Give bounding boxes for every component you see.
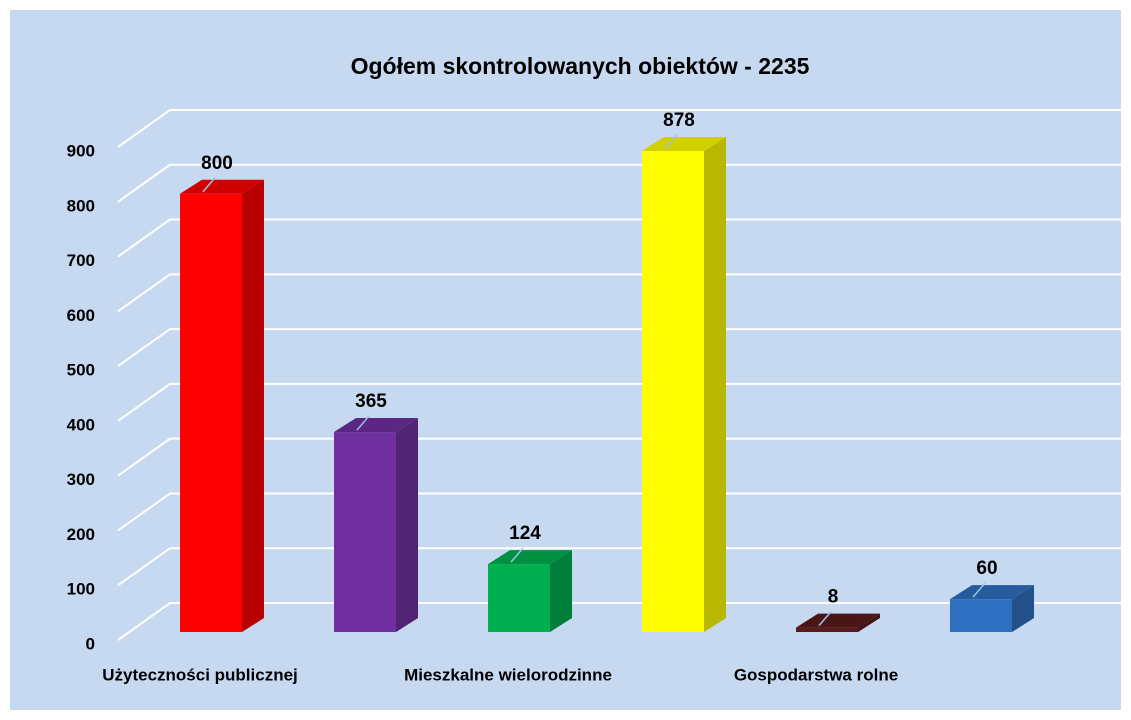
bar-top — [950, 585, 1034, 600]
y-tick-label: 400 — [67, 415, 95, 434]
bar — [642, 151, 704, 632]
value-label: 8 — [828, 587, 839, 608]
x-tick-label: Gospodarstwa rolne — [734, 665, 898, 684]
bar — [488, 564, 550, 632]
bar — [950, 599, 1012, 632]
label-leader — [972, 582, 986, 598]
value-label: 60 — [976, 558, 997, 579]
grid-line — [117, 382, 1125, 422]
grid-line — [117, 163, 1125, 203]
label-leader — [818, 611, 832, 627]
value-label: 800 — [201, 153, 233, 174]
y-tick-label: 600 — [67, 306, 95, 325]
bar-top — [796, 613, 880, 628]
bar — [334, 432, 396, 632]
bar-top — [334, 418, 418, 433]
grid-line — [117, 273, 1125, 313]
bar-side — [704, 137, 726, 632]
label-leader — [510, 547, 524, 563]
value-label: 124 — [509, 523, 541, 544]
bar-side — [1012, 585, 1034, 632]
value-label: 365 — [355, 391, 387, 412]
y-tick-label: 200 — [67, 525, 95, 544]
bar-top — [488, 550, 572, 565]
y-tick-label: 700 — [67, 251, 95, 270]
y-tick-label: 0 — [86, 634, 95, 653]
bar-side — [242, 179, 264, 632]
bar — [796, 627, 858, 632]
grid-line — [117, 492, 1125, 532]
grid-line — [117, 602, 1125, 641]
bar-side — [550, 550, 572, 632]
y-tick-label: 100 — [67, 580, 95, 599]
bar-top — [180, 179, 264, 194]
label-leader — [202, 177, 216, 193]
y-tick-label: 500 — [67, 361, 95, 380]
label-leader — [356, 415, 370, 431]
label-leader — [664, 134, 678, 150]
x-tick-label: Mieszkalne wielorodzinne — [404, 665, 612, 684]
bar-side — [858, 613, 880, 632]
bar-side — [396, 418, 418, 632]
bar-top — [642, 137, 726, 152]
y-tick-label: 300 — [67, 470, 95, 489]
y-tick-label: 900 — [67, 141, 95, 160]
x-tick-label: Użyteczności publicznej — [102, 665, 298, 684]
grid-line — [117, 437, 1125, 477]
chart-title: Ogółem skontrolowanych obiektów - 2235 — [351, 53, 810, 79]
y-tick-label: 800 — [67, 196, 95, 215]
grid-line — [117, 328, 1125, 367]
value-label: 878 — [663, 110, 695, 131]
grid-line — [117, 109, 1125, 148]
grid-line — [117, 547, 1125, 587]
bar — [180, 193, 242, 632]
grid-line — [117, 218, 1125, 258]
